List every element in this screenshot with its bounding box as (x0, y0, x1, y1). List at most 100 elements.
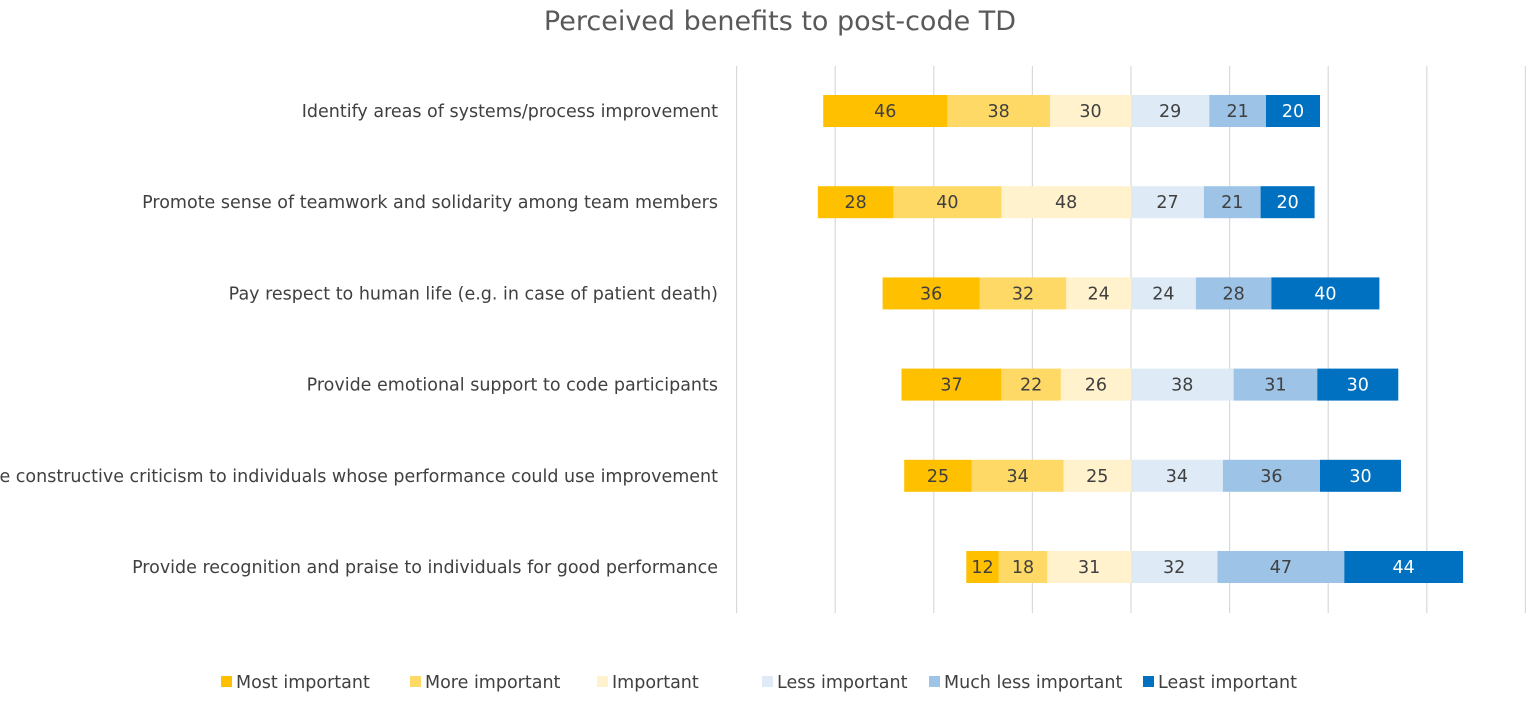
legend-swatch (1143, 676, 1154, 687)
data-label: 38 (1171, 376, 1193, 396)
data-label: 40 (1314, 284, 1336, 304)
category-label: Provide recognition and praise to indivi… (132, 558, 718, 578)
category-label: Pay respect to human life (e.g. in case … (229, 284, 718, 304)
bars: 30 38 46 29 21 20 48 40 28 27 21 20 24 32 36 24 28 40 26 22… (817, 95, 1464, 583)
bar-more-important (998, 551, 1048, 583)
bar-important (1050, 95, 1131, 127)
bar-important (1066, 277, 1131, 310)
data-label: 25 (927, 467, 949, 487)
data-label: 44 (1393, 558, 1415, 578)
legend: Most important More important Important Les… (221, 673, 1297, 693)
bar-important (1001, 186, 1131, 219)
bar-much-less-important (1203, 186, 1261, 219)
bar-row: 24 32 36 24 28 40 (882, 277, 1380, 310)
bar-much-less-important (1195, 277, 1272, 310)
data-label: 36 (920, 284, 942, 304)
bar-least-important (1344, 551, 1464, 583)
bar-most-important (966, 551, 999, 583)
bar-less-important (1131, 186, 1204, 219)
bar-most-important (882, 277, 980, 310)
bar-least-important (1320, 459, 1401, 492)
data-label: 32 (1012, 284, 1034, 304)
category-label: Provide constructive criticism to indivi… (0, 467, 718, 487)
data-label: 32 (1163, 558, 1185, 578)
bar-less-important (1131, 95, 1210, 127)
data-label: 34 (1166, 467, 1188, 487)
data-label: 20 (1276, 193, 1298, 213)
data-label: 40 (936, 193, 958, 213)
data-label: 24 (1087, 284, 1109, 304)
bar-less-important (1131, 459, 1223, 492)
data-label: 24 (1152, 284, 1174, 304)
data-label: 20 (1282, 102, 1304, 122)
data-label: 21 (1226, 102, 1248, 122)
bar-row: 25 34 25 34 36 30 (904, 459, 1401, 492)
bar-more-important (893, 186, 1002, 219)
legend-label: Least important (1158, 673, 1297, 693)
data-label: 25 (1086, 467, 1108, 487)
bar-important (1047, 551, 1131, 583)
bar-least-important (1271, 277, 1380, 310)
bar-less-important (1131, 277, 1196, 310)
legend-item: Less important (762, 673, 908, 693)
data-label: 37 (940, 376, 962, 396)
legend-swatch (221, 676, 232, 687)
gridlines (735, 66, 1527, 613)
bar-much-less-important (1233, 368, 1318, 401)
legend-label: Less important (777, 673, 908, 693)
data-label: 36 (1260, 467, 1282, 487)
category-label: Provide emotional support to code partic… (307, 376, 718, 396)
bar-least-important (1317, 368, 1399, 401)
legend-item: Important (597, 673, 699, 693)
legend-swatch (929, 676, 940, 687)
data-label: 27 (1156, 193, 1178, 213)
bar-more-important (979, 277, 1067, 310)
legend-swatch (410, 676, 421, 687)
data-label: 30 (1079, 102, 1101, 122)
bar-much-less-important (1209, 95, 1266, 127)
legend-label: Much less important (944, 673, 1122, 693)
bar-more-important (947, 95, 1050, 127)
legend-swatch (762, 676, 773, 687)
data-label: 28 (844, 193, 866, 213)
bar-most-important (817, 186, 894, 219)
bar-much-less-important (1222, 459, 1320, 492)
bar-more-important (1001, 368, 1061, 401)
bar-least-important (1260, 186, 1315, 219)
data-label: 22 (1020, 376, 1042, 396)
legend-label: Most important (236, 673, 370, 693)
chart-title: Perceived benefits to post-code TD (544, 6, 1016, 37)
bar-most-important (904, 459, 972, 492)
bar-important (1060, 368, 1131, 401)
data-label: 31 (1264, 376, 1286, 396)
bar-less-important (1131, 368, 1234, 401)
bar-row: 26 22 37 38 31 30 (901, 368, 1399, 401)
legend-swatch (597, 676, 608, 687)
legend-label: More important (425, 673, 561, 693)
data-label: 47 (1270, 558, 1292, 578)
category-labels: Identify areas of systems/process improv… (0, 102, 718, 578)
bar-less-important (1131, 551, 1218, 583)
data-label: 34 (1006, 467, 1028, 487)
data-label: 26 (1085, 376, 1107, 396)
data-label: 28 (1222, 284, 1244, 304)
data-label: 30 (1349, 467, 1371, 487)
data-label: 29 (1159, 102, 1181, 122)
legend-item: Much less important (929, 673, 1122, 693)
bar-row: 30 38 46 29 21 20 (823, 95, 1320, 127)
legend-label: Important (612, 673, 699, 693)
bar-row: 31 18 12 32 47 44 (966, 551, 1464, 583)
data-label: 38 (988, 102, 1010, 122)
bar-important (1063, 459, 1131, 492)
legend-item: Most important (221, 673, 370, 693)
bar-least-important (1266, 95, 1320, 127)
legend-item: Least important (1143, 673, 1297, 693)
bar-row: 48 40 28 27 21 20 (817, 186, 1315, 219)
data-label: 21 (1221, 193, 1243, 213)
category-label: Promote sense of teamwork and solidarity… (142, 193, 718, 213)
data-label: 31 (1078, 558, 1100, 578)
category-label: Identify areas of systems/process improv… (302, 102, 718, 122)
bar-more-important (971, 459, 1064, 492)
